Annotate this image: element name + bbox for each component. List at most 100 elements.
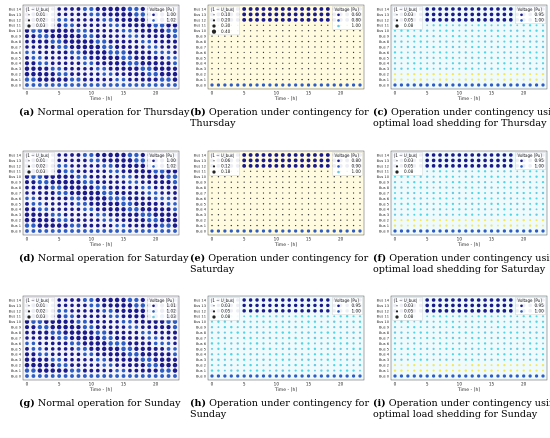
data-point [282,224,284,227]
data-point [63,368,68,373]
data-point [128,368,132,373]
data-point [63,330,68,335]
data-point [70,12,74,17]
data-point [121,212,126,217]
y-tick-label: Bus 0 [379,83,390,87]
data-point [147,55,152,60]
data-point [121,346,126,352]
data-point [496,18,500,22]
data-point [509,56,512,59]
data-point [451,180,455,184]
data-point [248,7,253,11]
data-point [476,18,481,22]
data-point [522,83,526,87]
data-point [288,181,290,183]
data-point [217,78,220,81]
data-point [82,39,88,44]
data-point [346,203,348,205]
data-point [426,224,429,227]
data-point [483,78,487,81]
legend-label: 0.08 [404,169,414,174]
data-point [333,197,335,200]
data-point [261,153,266,157]
data-point [82,325,88,330]
data-point [127,66,133,71]
data-point [70,83,74,87]
legend-label: 1.00 [352,169,362,174]
data-point [102,346,107,352]
data-point [288,57,290,59]
data-point [172,23,178,28]
data-point [477,51,480,54]
data-point [147,229,152,233]
data-point [224,73,226,75]
data-point [108,158,113,163]
data-point [255,163,259,168]
data-point [476,303,481,308]
y-tick-label: Bus 1 [196,78,206,82]
data-point [313,353,317,356]
data-point [172,324,178,330]
data-point [503,191,506,195]
data-point [313,12,317,17]
data-point [314,68,316,70]
data-point [301,35,303,37]
data-point [359,68,361,70]
data-point [496,213,500,216]
data-point [412,83,416,87]
y-tick-label: Bus 5 [379,56,389,60]
data-point [121,50,126,55]
data-point [38,336,42,340]
data-point [166,319,171,324]
data-point [243,192,245,194]
data-point [300,163,304,168]
x-tick-label: 5 [243,91,246,96]
caption-text: Operation under contingency using [386,253,550,264]
data-point [102,28,106,33]
data-point [230,62,233,64]
data-point [102,23,106,28]
data-point [217,51,220,54]
y-tick-label: Bus 4 [196,208,207,212]
data-point [108,325,113,329]
data-point [419,358,422,361]
data-point [438,7,442,11]
data-point [243,46,245,48]
data-point [63,169,68,174]
data-point [326,358,330,361]
data-point [535,224,538,227]
data-point [522,197,525,200]
data-point [70,363,74,368]
data-point [249,176,252,178]
data-point [426,35,429,38]
data-point [503,72,506,76]
data-point [121,335,126,341]
legend-voltage: Voltage [Pu]0.951.00 [515,152,546,170]
data-point [522,374,526,378]
data-point [56,77,62,82]
data-point [69,77,75,82]
data-point [127,163,133,169]
data-point [509,158,513,163]
data-point [147,61,152,66]
data-point [300,353,304,356]
data-point [166,50,171,55]
data-point [351,229,356,233]
data-point [320,224,323,227]
data-point [147,34,152,39]
data-point [82,180,88,185]
data-point [268,336,272,340]
data-point [262,170,265,172]
data-point [115,17,120,22]
data-point [313,7,317,11]
data-point [509,224,513,227]
data-point [490,326,493,329]
data-point [223,347,227,351]
panel-caption: (b) Operation under contingency for Thurs… [190,107,369,129]
data-point [470,309,475,313]
data-point [529,67,532,70]
data-point [333,315,336,318]
data-point [102,163,107,168]
data-point [95,341,101,346]
